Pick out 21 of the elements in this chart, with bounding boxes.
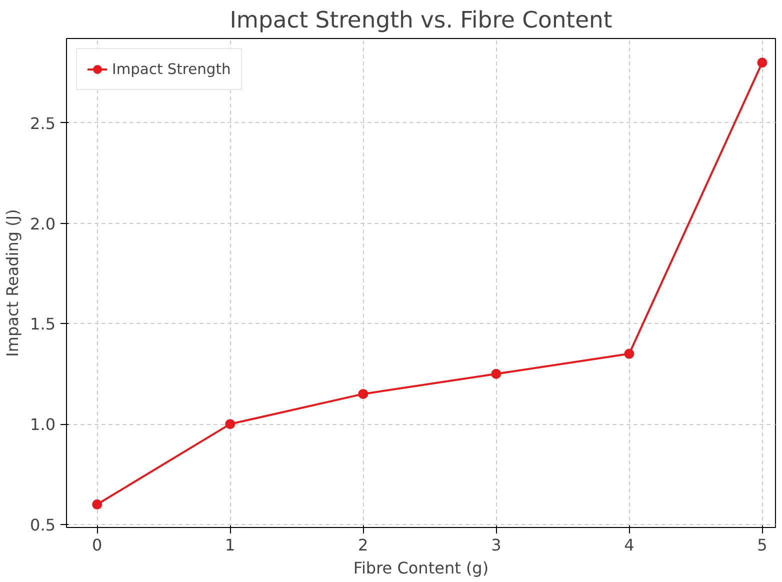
point bbox=[624, 348, 634, 359]
x-tick-label: 5 bbox=[757, 536, 768, 554]
y-tick-label: 2.5 bbox=[30, 114, 56, 133]
x-tick-label: 4 bbox=[624, 536, 634, 554]
point bbox=[757, 58, 768, 68]
x-axis-title: Fibre Content (g) bbox=[353, 558, 489, 578]
y-tick-label: 0.5 bbox=[30, 515, 56, 534]
x-tick-label: 0 bbox=[92, 536, 102, 554]
y-tick-label: 1.5 bbox=[30, 314, 56, 334]
legend-label: Impact Strength bbox=[112, 60, 231, 78]
chart-title: Impact Strength vs. Fibre Content bbox=[230, 8, 612, 34]
y-axis-title: Impact Reading (J) bbox=[3, 209, 22, 357]
x-tick-label: 1 bbox=[225, 536, 236, 554]
x-tick-label: 3 bbox=[491, 536, 502, 554]
point bbox=[92, 499, 102, 510]
point bbox=[225, 419, 236, 430]
y-tick-label: 1.0 bbox=[30, 415, 56, 434]
y-tick-label: 2.0 bbox=[30, 214, 56, 234]
x-tick-label: 2 bbox=[358, 536, 368, 554]
point bbox=[491, 368, 502, 379]
point bbox=[358, 388, 368, 399]
